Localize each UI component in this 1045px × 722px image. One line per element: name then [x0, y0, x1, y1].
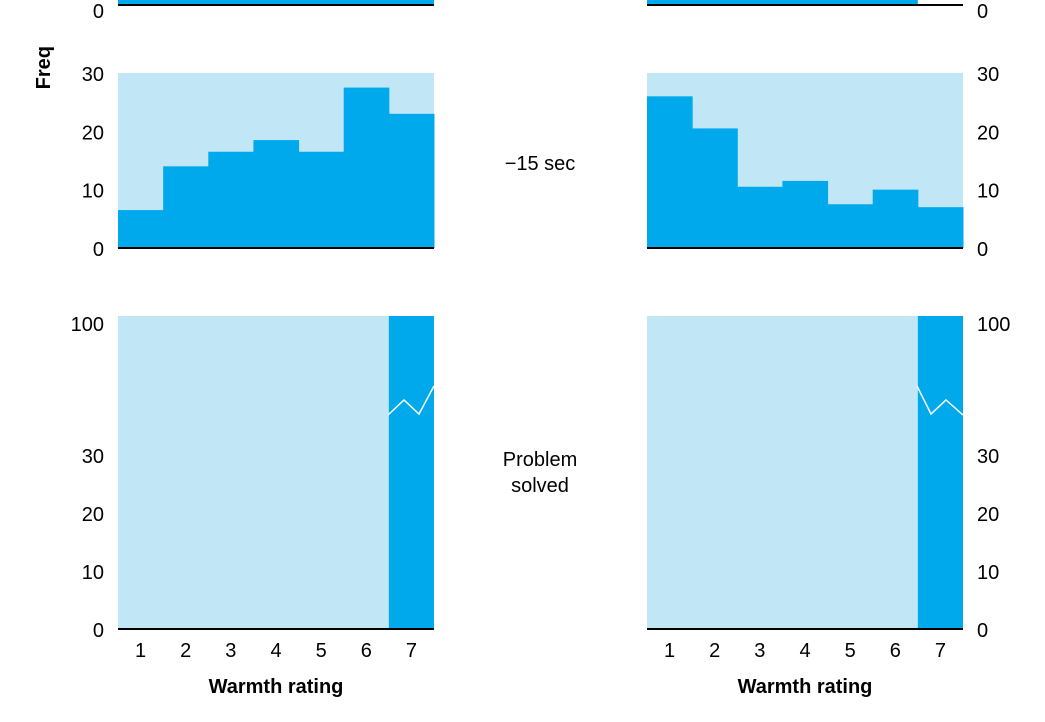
bot-right-ytick-20: 20 [977, 504, 999, 526]
row-label-solved: solved [511, 475, 569, 497]
mid-left-ytick-20: 20 [82, 122, 104, 144]
y-axis-label: Freq [33, 46, 55, 89]
mid-right-ytick-0: 0 [977, 239, 988, 261]
mid-left-bar-4 [253, 140, 300, 248]
bot-right-axis-break [916, 385, 964, 416]
bot-left-xtick-3: 3 [225, 640, 236, 662]
mid-right-bar-5 [827, 204, 874, 248]
row-label-problem: Problem [503, 449, 577, 471]
mid-left-bar-6 [343, 87, 390, 248]
bot-right-xtick-2: 2 [709, 640, 720, 662]
bot-right-xtick-5: 5 [845, 640, 856, 662]
bot-right-xtick-1: 1 [664, 640, 675, 662]
bot-left-ytick-20: 20 [82, 504, 104, 526]
top-left-ytick-0: 0 [93, 1, 104, 23]
top-right-ytick-0: 0 [977, 1, 988, 23]
mid-left-bar-1 [118, 210, 164, 248]
top-left-bar [118, 0, 434, 5]
bot-left-ytick-10: 10 [82, 562, 104, 584]
bot-right-xtick-3: 3 [754, 640, 765, 662]
bot-left-xtick-4: 4 [270, 640, 281, 662]
bot-left-xtick-5: 5 [316, 640, 327, 662]
bot-left-xtick-6: 6 [361, 640, 372, 662]
mid-left-bar-7 [388, 113, 435, 248]
mid-left-bar-2 [163, 166, 209, 248]
mid-right-ytick-30: 30 [977, 64, 999, 86]
mid-right-bar-2 [692, 128, 738, 248]
mid-right-bar-6 [872, 189, 919, 248]
bot-left-xtick-1: 1 [135, 640, 146, 662]
bot-right-ytick-30: 30 [977, 446, 999, 468]
bot-right-plot-bg [647, 316, 963, 629]
mid-right-ytick-20: 20 [977, 122, 999, 144]
bot-right-xtick-4: 4 [799, 640, 810, 662]
mid-right-ytick-10: 10 [977, 181, 999, 203]
mid-right-bar-4 [782, 180, 829, 248]
bot-left-plot-bg [118, 316, 434, 629]
mid-left-ytick-10: 10 [82, 181, 104, 203]
mid-right-bar-1 [647, 96, 693, 248]
bot-right-x-axis-label: Warmth rating [738, 676, 873, 698]
mid-right-bar-7 [917, 207, 964, 248]
bot-right-xtick-7: 7 [935, 640, 946, 662]
bot-left-ytick-0: 0 [93, 620, 104, 642]
mid-left-bar-3 [208, 151, 254, 248]
mid-right-bar-3 [737, 186, 783, 248]
bot-left-ytick-30: 30 [82, 446, 104, 468]
bot-left-bar-7 [388, 316, 434, 629]
bot-right-bar-7 [917, 316, 963, 629]
top-right-bar [647, 0, 918, 5]
bot-left-axis-break [387, 385, 435, 416]
bot-left-x-axis-label: Warmth rating [209, 676, 344, 698]
bot-right-ytick-0: 0 [977, 620, 988, 642]
bot-left-ytick-100: 100 [71, 314, 104, 336]
bot-right-xtick-6: 6 [890, 640, 901, 662]
bot-left-xtick-7: 7 [406, 640, 417, 662]
row-label-minus15: −15 sec [505, 153, 576, 175]
bot-left-xtick-2: 2 [180, 640, 191, 662]
mid-left-ytick-30: 30 [82, 64, 104, 86]
mid-left-bar-5 [298, 151, 345, 248]
bot-right-ytick-10: 10 [977, 562, 999, 584]
mid-left-ytick-0: 0 [93, 239, 104, 261]
bot-right-ytick-100: 100 [977, 314, 1010, 336]
